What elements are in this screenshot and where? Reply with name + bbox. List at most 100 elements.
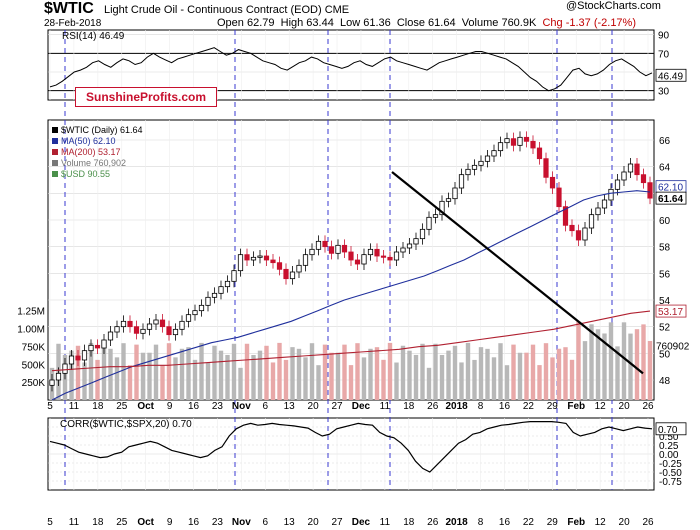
- high-value: High 63.44: [280, 17, 334, 29]
- candle-body: [250, 256, 257, 261]
- candle-body: [127, 320, 133, 328]
- candle-body: [634, 163, 640, 176]
- volume-bar: [218, 350, 224, 400]
- x-axis-label: 8: [478, 401, 484, 412]
- price-tick: 52: [659, 323, 671, 334]
- candle-body: [224, 280, 231, 288]
- x-axis-label: Feb: [567, 517, 585, 528]
- volume-bar: [485, 348, 490, 400]
- brand-badge[interactable]: SunshineProfits.com: [75, 87, 217, 107]
- volume-bar: [459, 362, 464, 400]
- x-axis-label: 27: [331, 401, 343, 412]
- candle-body: [491, 150, 497, 157]
- candle-body: [335, 244, 341, 254]
- candle-body: [94, 344, 101, 349]
- rsi-label: RSI(14) 46.49: [62, 31, 125, 42]
- candle-body: [419, 228, 426, 240]
- candle-body: [198, 304, 205, 312]
- volume-bar: [569, 359, 575, 400]
- volume-bar: [335, 352, 341, 400]
- x-axis-label: 16: [188, 517, 200, 528]
- candle-body: [595, 207, 601, 216]
- volume-bar: [504, 365, 510, 400]
- candle-body: [179, 320, 185, 330]
- volume-bar: [270, 362, 276, 400]
- corr-tick: 0.00: [659, 450, 679, 461]
- x-axis-label: 18: [403, 401, 415, 412]
- volume-bar: [140, 352, 146, 400]
- volume-bar: [348, 365, 354, 400]
- volume-bar: [147, 352, 152, 400]
- candle-body: [205, 296, 211, 306]
- candle-body: [289, 271, 296, 280]
- candle-body: [621, 171, 627, 181]
- candle-body: [146, 323, 153, 330]
- volume-tick: 250K: [22, 378, 46, 389]
- candle-body: [257, 255, 263, 258]
- volume-bar: [602, 333, 607, 400]
- candle-body: [328, 246, 335, 254]
- volume-bar: [439, 355, 445, 400]
- x-axis-label: 23: [212, 517, 224, 528]
- rsi-tick: 30: [658, 87, 670, 98]
- trend-line: [391, 171, 644, 375]
- volume-bar: [387, 342, 393, 400]
- price-tick: 58: [659, 243, 671, 254]
- volume-bar: [361, 357, 367, 400]
- volume-bar: [381, 359, 386, 400]
- volume-bar: [257, 350, 263, 400]
- price-tick: 64: [659, 163, 671, 174]
- volume-bar: [556, 348, 562, 400]
- volume-bar: [231, 343, 237, 400]
- candle-body: [88, 344, 94, 352]
- volume-bar: [199, 342, 204, 400]
- rsi-tick: 90: [658, 31, 670, 42]
- candle-body: [478, 160, 484, 166]
- candle-body: [406, 243, 413, 249]
- candle-body: [283, 268, 289, 280]
- ohlc-readout: Open 62.79 High 63.44 Low 61.36 Close 61…: [217, 17, 636, 29]
- x-axis-label: 13: [284, 517, 296, 528]
- x-axis-label: 11: [380, 517, 391, 528]
- candle-body: [387, 256, 393, 261]
- candle-body: [153, 319, 159, 325]
- volume-bar: [342, 344, 347, 400]
- volume-tick: 1.00M: [17, 325, 45, 336]
- rsi-last-box: [655, 68, 687, 82]
- volume-bar: [108, 348, 113, 400]
- low-value: Low 61.36: [339, 17, 391, 29]
- volume-value: Volume 760.9K: [461, 17, 537, 29]
- volume-bar: [238, 367, 243, 400]
- volume-bar: [647, 340, 653, 400]
- price-last-label: 61.64: [658, 194, 683, 205]
- volume-bar: [452, 345, 458, 400]
- volume-bar: [511, 344, 516, 400]
- candle-body: [640, 174, 647, 184]
- volume-bar: [530, 344, 536, 400]
- candle-body: [263, 255, 270, 261]
- volume-bar: [634, 329, 640, 400]
- chart-header: $WTIC Light Crude Oil - Continuous Contr…: [0, 0, 700, 40]
- candle-body: [562, 206, 569, 226]
- x-axis-label: 5: [47, 517, 53, 528]
- x-axis-label: 26: [642, 401, 654, 412]
- candle-body: [120, 320, 127, 328]
- correlation-label: CORR($WTIC,$SPX,20) 0.70: [60, 419, 192, 430]
- volume-bar: [491, 357, 497, 400]
- volume-bar: [88, 342, 94, 400]
- x-axis-label: 20: [308, 517, 320, 528]
- volume-bar: [446, 350, 451, 400]
- candle-body: [582, 227, 588, 241]
- price-tick: 60: [659, 216, 671, 227]
- legend-swatch: [52, 127, 58, 133]
- ma200-line: [51, 310, 651, 372]
- candle-body: [159, 319, 166, 328]
- rsi-tick: 70: [658, 49, 670, 60]
- x-axis-label: Nov: [232, 517, 251, 528]
- x-axis-label: 29: [547, 517, 559, 528]
- corr-tick: 0.25: [659, 441, 679, 452]
- volume-bar: [465, 342, 471, 400]
- legend-swatch: [52, 171, 58, 177]
- x-axis-label: 23: [212, 401, 224, 412]
